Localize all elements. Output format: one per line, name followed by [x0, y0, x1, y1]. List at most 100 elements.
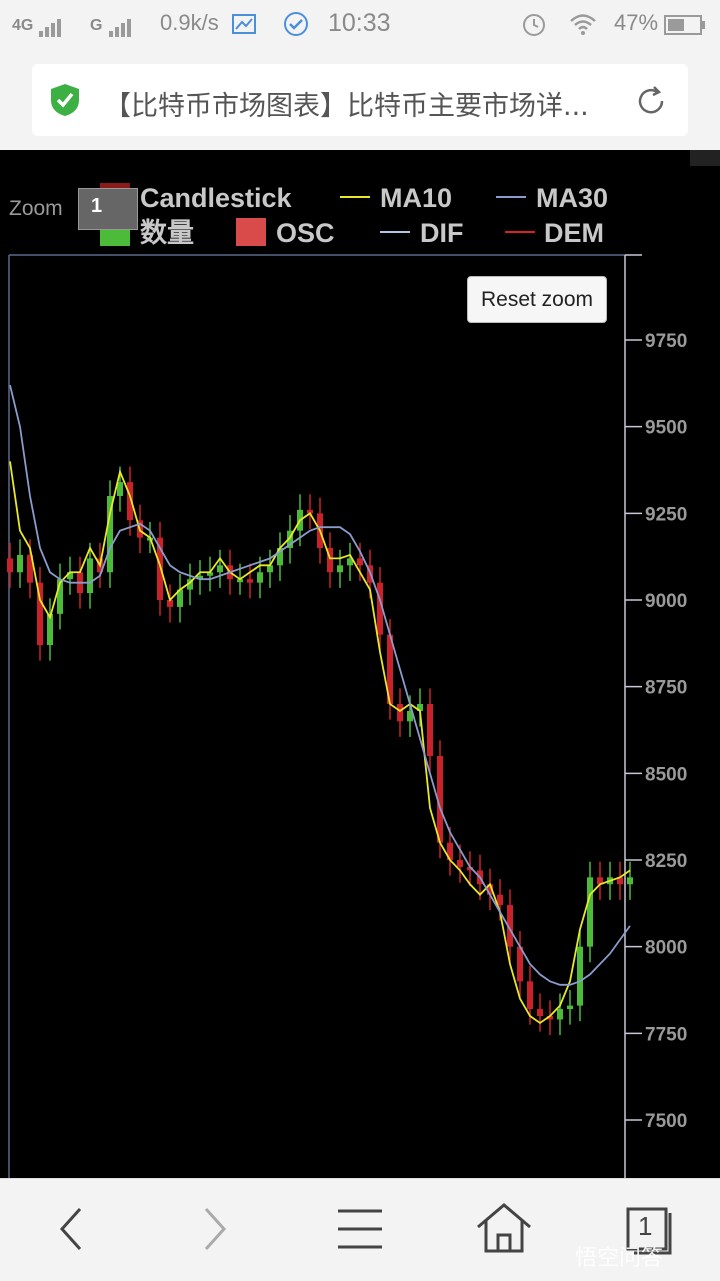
y-tick-label: 8500: [645, 764, 687, 785]
candle-body: [37, 582, 43, 646]
alarm-icon: [520, 10, 548, 44]
reset-zoom-button[interactable]: Reset zoom: [467, 276, 607, 323]
url-box[interactable]: 【比特币市场图表】比特币主要市场详...: [32, 64, 688, 136]
shield-check-icon: [48, 82, 82, 122]
candle-body: [617, 877, 623, 885]
y-tick-label: 9000: [645, 591, 687, 612]
zoom-1-label: 1: [91, 195, 103, 217]
candle-body: [47, 613, 53, 646]
candle-body: [537, 1009, 543, 1016]
watermark-text: 悟空问答: [575, 1246, 664, 1271]
candle-body: [557, 1009, 563, 1020]
menu-icon: [338, 1209, 382, 1249]
wifi-icon: [568, 10, 598, 44]
candle-body: [547, 1016, 553, 1020]
legend-label[interactable]: DIF: [420, 218, 464, 248]
series-line-ma30: [9, 384, 631, 986]
y-tick-label: 7750: [645, 1024, 687, 1045]
battery-percent: 47%: [614, 10, 659, 35]
series-line-ma10: [9, 461, 631, 1025]
battery-icon: [664, 14, 706, 42]
legend-swatch: [236, 218, 266, 246]
tabs-count: 1: [638, 1211, 653, 1241]
forward-button[interactable]: [184, 1199, 248, 1259]
clock-time: 10:33: [328, 9, 391, 37]
y-tick-label: 8000: [645, 938, 687, 959]
candle-body: [627, 877, 633, 885]
zoom-label: Zoom: [9, 197, 63, 220]
bottom-nav: 1: [0, 1178, 720, 1281]
network-speed: 0.9k/s: [160, 10, 219, 35]
candle-body: [247, 579, 253, 583]
candle-body: [87, 558, 93, 594]
y-tick-label: 9750: [645, 331, 687, 352]
candle-body: [387, 634, 393, 704]
chart-area[interactable]: 9750 9500 9250 9000 8750 8500 8250 8000 7750 7500…: [0, 150, 720, 1178]
candle-body: [377, 582, 383, 635]
candle-body: [337, 565, 343, 573]
candle-body: [197, 575, 203, 580]
refresh-icon[interactable]: [632, 82, 670, 124]
tabs-icon: [626, 1207, 672, 1255]
legend-label[interactable]: MA30: [536, 183, 608, 213]
legend-label[interactable]: Candlestick: [140, 183, 293, 213]
candle-body: [267, 565, 273, 573]
candle-body: [107, 496, 113, 573]
candle-body: [277, 548, 283, 566]
candle-body: [127, 482, 133, 521]
zoom-1-button[interactable]: 1: [78, 188, 138, 230]
legend-label[interactable]: MA10: [380, 183, 452, 213]
candle-body: [67, 572, 73, 580]
candle-body: [597, 877, 603, 885]
y-tick-label: 9500: [645, 418, 687, 439]
y-tick-label: 9250: [645, 504, 687, 525]
status-bar: 4G G 0.9k/s 10:33 47%: [0, 0, 720, 50]
candle-body: [237, 579, 243, 583]
candle-body: [407, 710, 413, 722]
candle-body: [347, 558, 353, 566]
candle-body: [207, 572, 213, 576]
candle-body: [577, 946, 583, 1006]
candle-body: [187, 579, 193, 590]
candle-body: [257, 572, 263, 583]
candle-body: [7, 558, 13, 573]
candle-body: [567, 1005, 573, 1010]
candle-body: [167, 600, 173, 607]
candle-body: [357, 558, 363, 566]
home-button[interactable]: [472, 1199, 536, 1259]
candle-body: [427, 704, 433, 756]
candle-body: [487, 884, 493, 895]
chevron-right-icon: [204, 1207, 227, 1251]
legend-label[interactable]: OSC: [276, 218, 335, 248]
tabs-button[interactable]: 1: [616, 1199, 680, 1259]
candle-body: [457, 860, 463, 867]
candle-body: [517, 946, 523, 982]
back-button[interactable]: [40, 1199, 104, 1259]
candle-body: [417, 704, 423, 711]
y-tick-label: 8250: [645, 851, 687, 872]
candle-body: [397, 704, 403, 722]
candle-body: [17, 554, 23, 573]
candle-body: [467, 866, 473, 871]
legend-label[interactable]: DEM: [544, 218, 604, 248]
candle-body: [507, 905, 513, 947]
home-icon: [477, 1203, 531, 1253]
candle-body: [117, 482, 123, 496]
candle-body: [527, 981, 533, 1010]
candle-body: [307, 509, 313, 514]
candle-body: [57, 579, 63, 614]
y-tick-label: 7500: [645, 1111, 687, 1132]
address-bar: 【比特币市场图表】比特币主要市场详...: [0, 50, 720, 150]
y-tick-label: 8750: [645, 678, 687, 699]
menu-button[interactable]: [328, 1199, 392, 1259]
candlestick-chart[interactable]: 9750 9500 9250 9000 8750 8500 8250 8000 7750 7500…: [0, 150, 720, 1178]
legend-label[interactable]: 数量: [140, 218, 194, 248]
signal-g: G: [90, 10, 133, 38]
candle-body: [217, 565, 223, 573]
chevron-left-icon: [59, 1207, 82, 1251]
candle-body: [587, 877, 593, 947]
page-title: 【比特币市场图表】比特币主要市场详...: [104, 91, 589, 122]
candle-body: [437, 756, 443, 843]
signal-4g: 4G: [12, 10, 63, 38]
candle-body: [27, 554, 33, 583]
